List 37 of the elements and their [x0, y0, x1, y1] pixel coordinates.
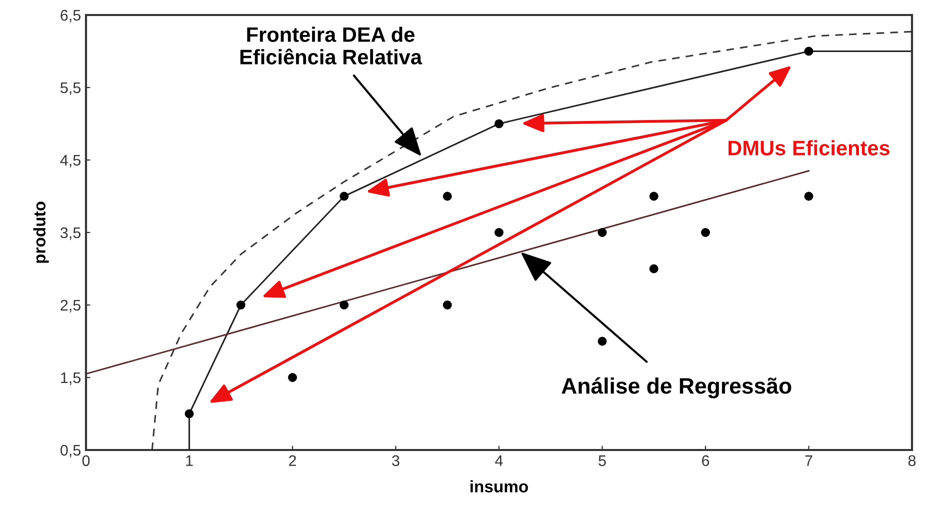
y-tick-label: 6,5 [60, 10, 80, 22]
y-axis-title: produto [33, 202, 49, 263]
annotation: DMUs Eficientes [728, 140, 890, 156]
point [442, 192, 452, 201]
y-tick-label: 3,5 [60, 227, 80, 240]
point [340, 192, 349, 201]
x-axis-title: insumo [470, 480, 528, 492]
point [598, 336, 607, 346]
y-tick-label: 4,5 [60, 155, 80, 168]
y-tick-label: 2,5 [60, 300, 80, 312]
point [184, 409, 194, 418]
point [442, 300, 452, 310]
y-tick-label: 0,5 [60, 444, 80, 458]
point [701, 228, 710, 237]
x-tick-label: 2 [289, 455, 296, 466]
x-tick-label: 0 [82, 455, 90, 466]
point [236, 300, 246, 310]
x-tick-label: 5 [598, 455, 606, 466]
point [288, 373, 297, 382]
x-tick-label: 3 [392, 455, 400, 466]
point [598, 228, 607, 237]
x-tick-label: 4 [495, 455, 503, 466]
y-tick-label: 1,5 [61, 372, 80, 385]
point [649, 192, 658, 201]
point [804, 46, 814, 56]
point [649, 264, 658, 274]
point [494, 119, 504, 128]
annotation: Análise de Regressão [562, 377, 792, 398]
y-tick-label: 5,5 [60, 82, 80, 95]
x-tick-label: 8 [908, 455, 916, 466]
point [340, 300, 349, 310]
point [804, 192, 814, 201]
annotation: Fronteira DEA de Eficiência Relativa [240, 26, 422, 64]
x-tick-label: 1 [186, 455, 193, 466]
point [494, 228, 504, 237]
x-tick-label: 6 [702, 455, 710, 466]
x-tick-label: 7 [805, 455, 812, 466]
